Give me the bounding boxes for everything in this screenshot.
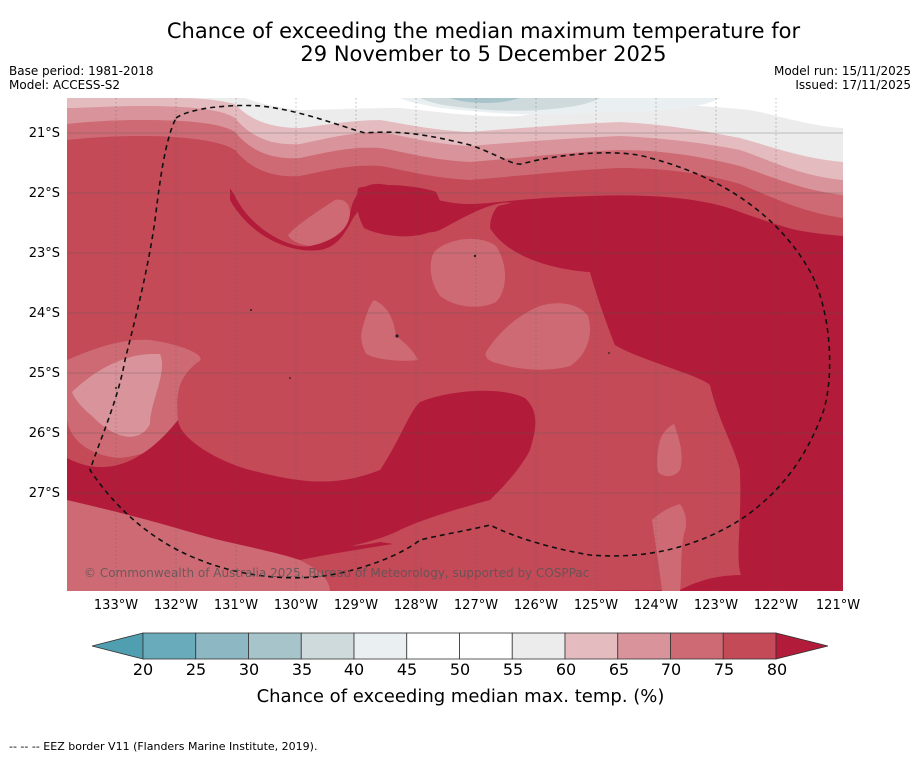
lon-label-122w: 122°W: [753, 598, 799, 613]
contour-band-80-blob-b: [490, 197, 843, 591]
colorbar-segment-55: [511, 632, 566, 660]
colorbar-segment-50: [459, 632, 513, 660]
model-run: Model run: 15/11/2025: [773, 64, 911, 78]
eez-legend-footer: -- -- -- EEZ border V11 (Flanders Marine…: [9, 740, 318, 753]
base-period: Base period: 1981-2018: [9, 64, 154, 78]
colorbar-tick-20: 20: [132, 660, 154, 679]
colorbar-segment-65: [617, 632, 671, 660]
colorbar-label: Chance of exceeding median max. temp. (%…: [256, 686, 665, 707]
colorbar-tick-25: 25: [185, 660, 207, 679]
contour-band-70-central: [288, 199, 350, 246]
contour-band-75-center-hole: [315, 401, 420, 470]
colorbar-segment-60: [564, 632, 619, 660]
map-title-line-1: Chance of exceeding the median maximum t…: [166, 19, 801, 43]
lat-label-23s: 23°S: [28, 246, 60, 261]
colorbar-tick-70: 70: [660, 660, 682, 679]
lon-label-124w: 124°W: [633, 598, 679, 613]
model-name: Model: ACCESS-S2: [9, 78, 121, 92]
colorbar-tick-50: 50: [449, 660, 471, 679]
lon-label-128w: 128°W: [393, 598, 439, 613]
lon-label-131w: 131°W: [213, 598, 259, 613]
colorbar-segment-35: [300, 632, 355, 660]
copyright-notice: © Commonwealth of Australia 2025, Bureau…: [84, 566, 590, 580]
contour-band-75-south: [300, 540, 596, 591]
colorbar-under-triangle: [91, 632, 144, 660]
contour-band-70-southwest: [67, 500, 330, 591]
lon-label-126w: 126°W: [513, 598, 559, 613]
lon-label-132w: 132°W: [153, 598, 199, 613]
contour-band-80-blob-c: [67, 390, 536, 550]
colorbar-segment-75: [722, 632, 777, 660]
lon-label-129w: 129°W: [333, 598, 379, 613]
colorbar-segment-70: [670, 632, 724, 660]
lon-label-133w: 133°W: [93, 598, 139, 613]
colorbar-over-triangle: [775, 632, 829, 660]
lon-label-125w: 125°W: [573, 598, 619, 613]
lat-label-24s: 24°S: [28, 306, 60, 321]
lon-label-121w: 121°W: [815, 598, 861, 613]
colorbar-segment-25: [195, 632, 249, 660]
contour-band-70-center-b: [485, 303, 590, 370]
contour-band-70-center-a: [430, 238, 505, 307]
colorbar-segment-40: [353, 632, 408, 660]
colorbar-tick-60: 60: [555, 660, 577, 679]
island-markers: [115, 254, 610, 389]
colorbar-tick-45: 45: [396, 660, 418, 679]
colorbar-segment-30: [248, 632, 302, 660]
colorbar-tick-40: 40: [343, 660, 365, 679]
contour-band-70-east: [657, 424, 682, 477]
lat-label-22s: 22°S: [28, 186, 60, 201]
colorbar-segment-20: [142, 632, 197, 660]
contour-band-70-center-c: [361, 300, 418, 361]
lon-label-127w: 127°W: [453, 598, 499, 613]
colorbar-tick-30: 30: [238, 660, 260, 679]
map-gridlines: [67, 98, 843, 591]
contour-band-55-north: [180, 98, 843, 162]
colorbar: [91, 632, 829, 660]
lat-label-21s: 21°S: [28, 126, 60, 141]
lat-label-26s: 26°S: [28, 426, 60, 441]
contour-band-80-blob-a: [356, 185, 443, 237]
lon-label-123w: 123°W: [693, 598, 739, 613]
contour-band-70-south: [652, 504, 687, 591]
lon-label-130w: 130°W: [273, 598, 319, 613]
colorbar-tick-80: 80: [766, 660, 788, 679]
issued-date: Issued: 17/11/2025: [795, 78, 911, 92]
eez-border: [89, 104, 831, 579]
lat-label-25s: 25°S: [28, 366, 60, 381]
colorbar-tick-55: 55: [502, 660, 524, 679]
contour-band-30-north: [450, 98, 520, 103]
lat-label-27s: 27°S: [28, 486, 60, 501]
map-title-line-2: 29 November to 5 December 2025: [300, 42, 667, 66]
colorbar-tick-75: 75: [713, 660, 735, 679]
colorbar-segment-45: [406, 632, 460, 660]
colorbar-tick-65: 65: [608, 660, 630, 679]
colorbar-tick-35: 35: [291, 660, 313, 679]
